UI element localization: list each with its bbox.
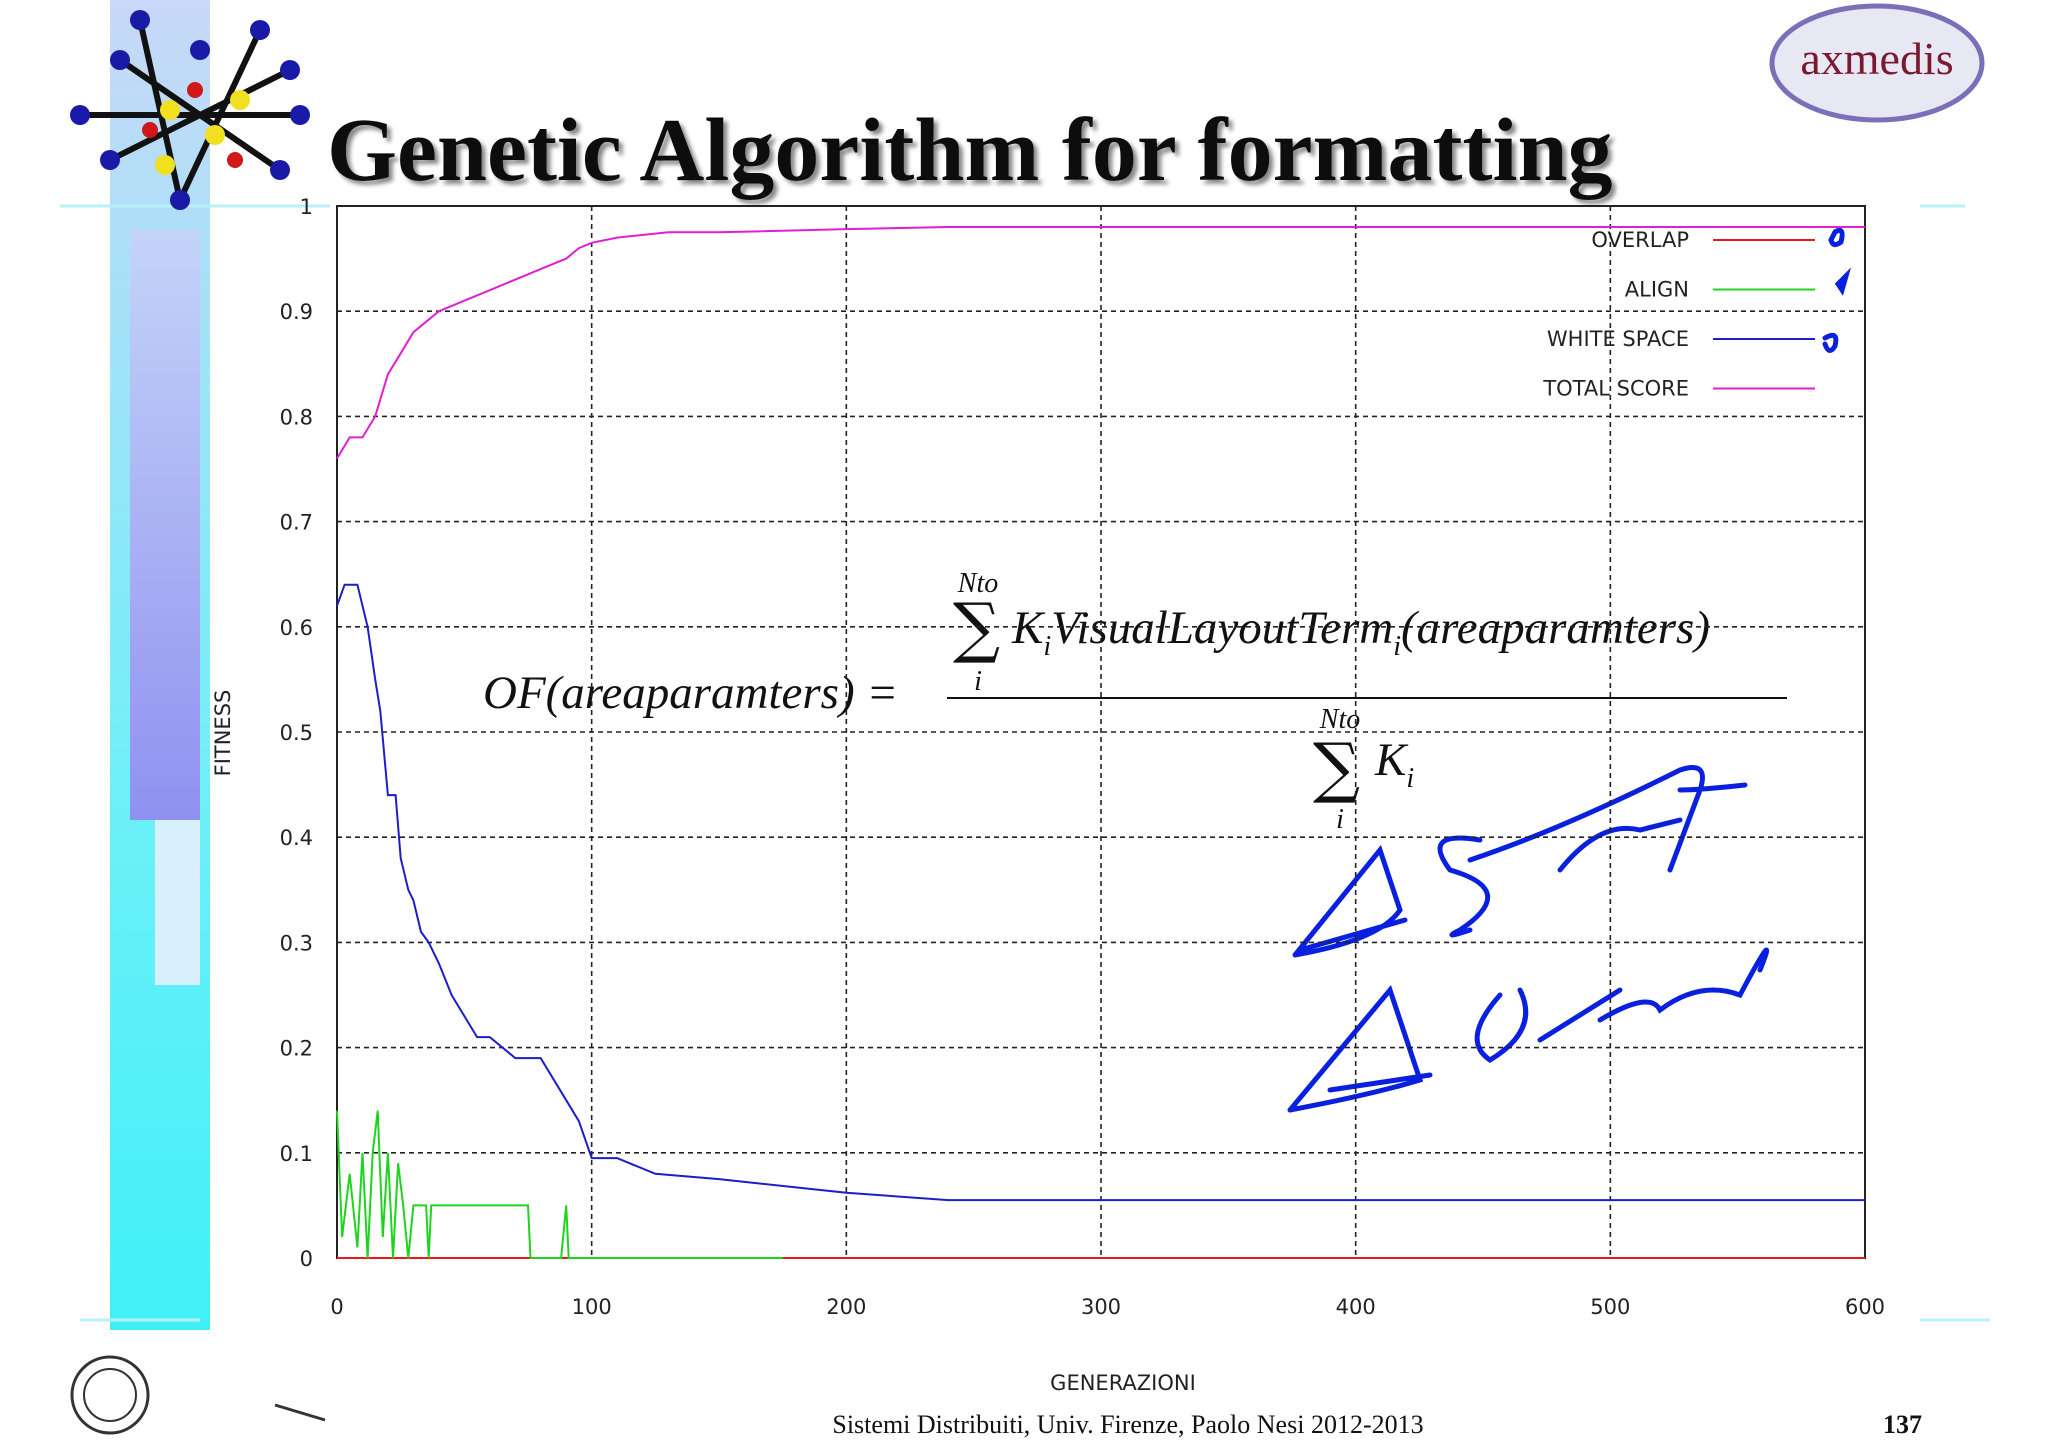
y-tick-label: 0.5 (280, 721, 313, 745)
y-tick-label: 1 (300, 195, 313, 219)
formula-text: KiVisualLayoutTermi(areaparamters) (1011, 602, 1710, 662)
page-number: 137 (1883, 1410, 1922, 1439)
logo-text: axmedis (1800, 33, 1953, 84)
legend-label: OVERLAP (1591, 228, 1689, 252)
formula-text: Nto (1319, 704, 1360, 735)
formula-text: i (1406, 763, 1414, 794)
decoration (60, 0, 1990, 1435)
x-tick-label: 0 (330, 1295, 343, 1319)
slide-title: Genetic Algorithm for formatting (327, 101, 1613, 200)
sum-sign: ∑ (1313, 729, 1360, 806)
formula-text: VisualLayoutTerm (1051, 602, 1393, 654)
y-tick-label: 0.6 (280, 616, 313, 640)
y-axis-label: FITNESS (211, 690, 235, 777)
x-tick-label: 200 (826, 1295, 866, 1319)
series-line (336, 1110, 783, 1259)
legend-label: WHITE SPACE (1547, 327, 1689, 351)
formula-text: i (974, 666, 982, 697)
formula-text: Nto (957, 568, 998, 599)
handwriting (1287, 227, 1852, 1113)
formula-text: Ki (1374, 734, 1414, 794)
y-tick-label: 0 (300, 1247, 313, 1271)
formula-text: i (1393, 631, 1401, 662)
legend-label: ALIGN (1625, 278, 1689, 302)
formula-text: K (1011, 602, 1046, 654)
y-tick-label: 0.4 (280, 826, 313, 850)
legend-label: TOTAL SCORE (1542, 377, 1689, 401)
y-tick-label: 0.7 (280, 511, 313, 535)
x-tick-label: 300 (1081, 1295, 1121, 1319)
formula-lhs: OF(areaparamters) = (483, 667, 898, 719)
y-tick-label: 0.3 (280, 931, 313, 955)
formula: OF(areaparamters) = Nto ∑ i KiVisualLayo… (483, 568, 1787, 835)
y-tick-label: 0.2 (280, 1037, 313, 1061)
x-tick-label: 100 (572, 1295, 612, 1319)
footer-text: Sistemi Distribuiti, Univ. Firenze, Paol… (832, 1410, 1423, 1439)
x-tick-label: 400 (1336, 1295, 1376, 1319)
x-axis-label: GENERAZIONI (1050, 1371, 1196, 1395)
formula-text: i (1043, 631, 1051, 662)
y-tick-label: 0.9 (280, 300, 313, 324)
series-line (336, 226, 1865, 460)
x-tick-label: 500 (1590, 1295, 1630, 1319)
series-line (336, 583, 1865, 1202)
formula-text: K (1374, 734, 1409, 786)
formula-text: i (1336, 804, 1344, 835)
x-tick-label: 600 (1845, 1295, 1885, 1319)
y-tick-label: 0.8 (280, 405, 313, 429)
formula-text: (areaparamters) (1401, 602, 1710, 654)
y-tick-label: 0.1 (280, 1142, 313, 1166)
